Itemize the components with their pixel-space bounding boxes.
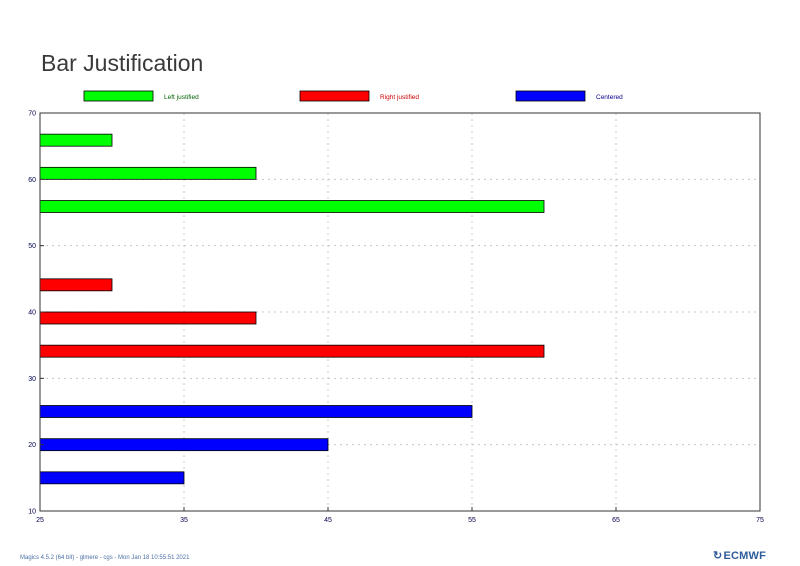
- bar-left-2: [39, 200, 545, 213]
- x-tick-label: 65: [612, 517, 620, 524]
- y-tick-label: 50: [28, 243, 36, 250]
- legend-label-center: Centered: [596, 94, 623, 101]
- footer-text: Magics 4.5.2 (64 bit) - glmere - cgs - M…: [20, 555, 190, 561]
- legend-label-left: Left justified: [164, 94, 199, 101]
- x-tick-label: 35: [180, 517, 188, 524]
- x-tick-label: 75: [756, 517, 764, 524]
- axis-ticks: 25 35 45 55 65 75 10 20 30 40 50 60 70: [28, 111, 764, 525]
- ecmwf-logo: ↻ECMWF: [713, 549, 766, 562]
- x-tick-label: 25: [36, 517, 44, 524]
- bar-left-1: [39, 166, 257, 180]
- y-tick-label: 20: [28, 442, 36, 449]
- x-tick-label: 45: [324, 517, 332, 524]
- legend-swatch-right: [299, 90, 370, 102]
- bar-right-1: [39, 311, 257, 325]
- ecmwf-logo-icon: ↻: [713, 550, 723, 562]
- bar-center-2: [39, 471, 185, 485]
- x-tick-label: 55: [468, 517, 476, 524]
- ecmwf-logo-text: ECMWF: [723, 550, 766, 562]
- bar-center-0: [39, 405, 473, 418]
- bar-center-1: [39, 438, 329, 452]
- chart-title: Bar Justification: [41, 50, 204, 76]
- legend-swatch-left: [83, 90, 154, 102]
- legend-swatch-center: [515, 90, 586, 102]
- bar-right-0: [39, 278, 113, 292]
- y-tick-label: 40: [28, 310, 36, 317]
- y-tick-label: 30: [28, 376, 36, 383]
- bar-right-2: [39, 344, 545, 358]
- y-tick-label: 60: [28, 177, 36, 184]
- y-tick-label: 10: [28, 509, 36, 516]
- bar-left-0: [39, 133, 113, 147]
- legend-label-right: Right justified: [380, 94, 419, 101]
- bars: [39, 133, 545, 485]
- y-tick-label: 70: [28, 111, 36, 118]
- legend: Left justified Right justified Centered: [83, 90, 623, 102]
